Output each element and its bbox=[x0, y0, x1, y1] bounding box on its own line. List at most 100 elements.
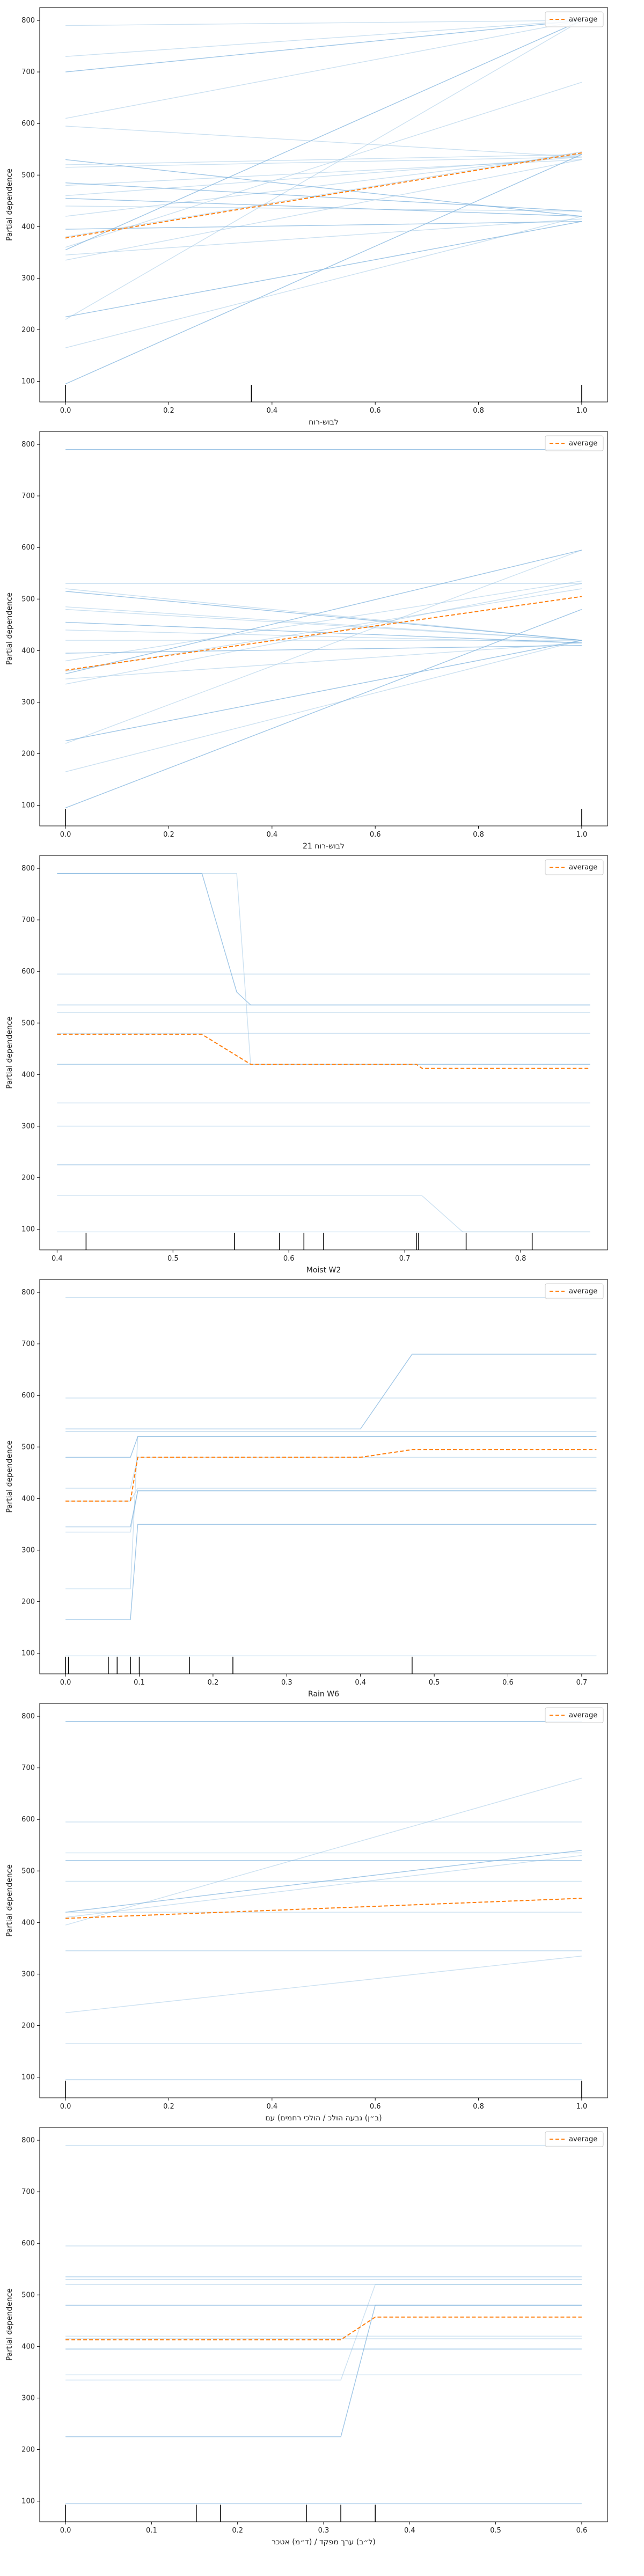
y-tick-label: 800 bbox=[21, 1289, 35, 1297]
y-tick-label: 300 bbox=[21, 698, 35, 706]
ice-line bbox=[65, 550, 582, 744]
x-tick-label: 0.4 bbox=[266, 831, 277, 839]
x-tick-label: 1.0 bbox=[576, 407, 588, 415]
y-axis-label: Partial dependence bbox=[5, 2288, 14, 2361]
ice-line bbox=[57, 873, 590, 1065]
y-tick-label: 500 bbox=[21, 595, 35, 603]
x-tick-label: 1.0 bbox=[576, 831, 588, 839]
pdp-panel-6: 0.0 0.1 0.2 0.3 0.4 0.5 0.6 100 200 300 400 500 600 7… bbox=[5, 2127, 608, 2546]
ice-line bbox=[65, 20, 582, 119]
legend-box bbox=[545, 1283, 604, 1299]
y-tick-label: 500 bbox=[21, 2291, 35, 2299]
ice-line bbox=[65, 1490, 597, 1527]
y-axis-label: Partial dependence bbox=[5, 1440, 14, 1513]
y-tick-label: 800 bbox=[21, 2136, 35, 2145]
average-line bbox=[65, 1898, 582, 1919]
ice-line bbox=[65, 156, 582, 196]
x-tick-label: 0.8 bbox=[473, 2103, 484, 2111]
y-tick-label: 600 bbox=[21, 1392, 35, 1400]
ice-line bbox=[65, 1457, 597, 1489]
ice-line bbox=[65, 159, 582, 186]
y-tick-label: 100 bbox=[21, 802, 35, 810]
ice-line bbox=[65, 20, 582, 57]
ice-line bbox=[65, 580, 582, 662]
x-tick-label: 0.5 bbox=[490, 2527, 501, 2535]
y-tick-label: 600 bbox=[21, 2240, 35, 2248]
average-line bbox=[65, 2316, 582, 2340]
pdp-panel-5: 0.0 0.2 0.4 0.6 0.8 1.0 100 200 300 400 500 600 700 8… bbox=[5, 1703, 608, 2123]
x-tick-label: 0.6 bbox=[576, 2527, 588, 2535]
x-tick-label: 0.6 bbox=[283, 1255, 295, 1263]
x-tick-label: 0.2 bbox=[232, 2527, 243, 2535]
x-axis-label: לבוש-רוח bbox=[309, 418, 339, 427]
ice-line bbox=[65, 1488, 597, 1502]
ice-line bbox=[65, 588, 582, 641]
ice-line bbox=[65, 609, 582, 641]
x-tick-label: 0.4 bbox=[52, 1255, 63, 1263]
ice-line bbox=[65, 82, 582, 248]
ice-line bbox=[57, 1195, 590, 1233]
x-tick-label: 0.3 bbox=[281, 1679, 292, 1687]
x-tick-label: 0.2 bbox=[163, 407, 174, 415]
x-tick-label: 0.2 bbox=[163, 831, 174, 839]
y-tick-label: 200 bbox=[21, 1598, 35, 1606]
ice-line bbox=[65, 1524, 597, 1620]
x-tick-label: 0.8 bbox=[473, 407, 484, 415]
y-tick-label: 700 bbox=[21, 2188, 35, 2196]
y-tick-label: 500 bbox=[21, 171, 35, 179]
ice-line bbox=[65, 630, 582, 643]
y-tick-label: 300 bbox=[21, 1546, 35, 1554]
ice-line bbox=[65, 642, 582, 679]
ice-line bbox=[65, 591, 582, 641]
ice-line bbox=[65, 159, 582, 217]
legend: average bbox=[545, 1707, 604, 1723]
y-tick-label: 600 bbox=[21, 120, 35, 128]
ice-line bbox=[65, 609, 582, 809]
ice-line bbox=[65, 606, 582, 641]
x-tick-label: 0.6 bbox=[370, 2103, 381, 2111]
x-tick-label: 0.5 bbox=[167, 1255, 179, 1263]
x-tick-label: 0.0 bbox=[60, 2103, 71, 2111]
x-tick-label: 0.7 bbox=[399, 1255, 411, 1263]
x-tick-label: 0.4 bbox=[266, 2103, 277, 2111]
x-tick-label: 0.0 bbox=[60, 407, 71, 415]
pdp-panel-1: 0.0 0.2 0.4 0.6 0.8 1.0 100 200 300 400 500 600 700 8… bbox=[5, 7, 608, 427]
y-tick-label: 500 bbox=[21, 1443, 35, 1451]
y-tick-label: 400 bbox=[21, 1071, 35, 1079]
x-tick-label: 0.8 bbox=[473, 831, 484, 839]
y-tick-label: 400 bbox=[21, 223, 35, 231]
x-tick-label: 0.5 bbox=[429, 1679, 440, 1687]
legend-box bbox=[545, 1707, 604, 1723]
y-tick-label: 300 bbox=[21, 1970, 35, 1978]
ice-line bbox=[65, 1353, 597, 1430]
ice-line bbox=[57, 873, 590, 1006]
x-tick-label: 0.0 bbox=[60, 831, 71, 839]
ice-line bbox=[65, 2284, 582, 2381]
ice-line bbox=[65, 182, 582, 212]
legend-average-label: average bbox=[569, 1711, 597, 1719]
y-tick-label: 100 bbox=[21, 1650, 35, 1658]
average-line bbox=[65, 1449, 597, 1502]
legend-average-label: average bbox=[569, 1287, 597, 1296]
ice-line bbox=[65, 151, 582, 238]
x-tick-label: 0.0 bbox=[60, 1679, 71, 1687]
legend-average-label: average bbox=[569, 863, 597, 872]
y-tick-label: 200 bbox=[21, 2446, 35, 2454]
ice-line bbox=[65, 645, 582, 654]
plot-frame bbox=[39, 1703, 608, 2098]
legend: average bbox=[545, 435, 604, 451]
x-tick-label: 0.2 bbox=[208, 1679, 219, 1687]
ice-line bbox=[65, 1436, 597, 1590]
y-tick-label: 600 bbox=[21, 968, 35, 976]
x-tick-label: 0.6 bbox=[370, 831, 381, 839]
plot-frame bbox=[39, 2127, 608, 2522]
ice-line bbox=[65, 126, 582, 158]
plot-frame bbox=[39, 855, 608, 1250]
x-tick-label: 0.4 bbox=[404, 2527, 415, 2535]
plot-frame bbox=[39, 7, 608, 402]
legend-box bbox=[545, 2131, 604, 2147]
y-tick-label: 700 bbox=[21, 916, 35, 924]
ice-line bbox=[65, 2304, 582, 2438]
ice-line bbox=[65, 1436, 597, 1458]
y-tick-label: 600 bbox=[21, 544, 35, 552]
